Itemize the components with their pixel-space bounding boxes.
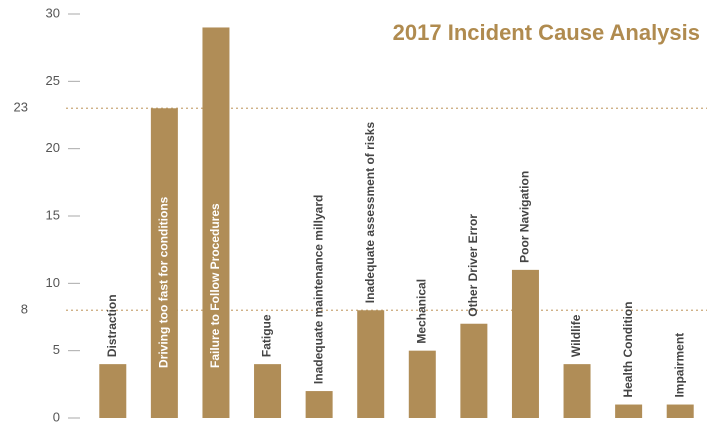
category-label: Impairment bbox=[672, 333, 686, 398]
bar bbox=[202, 27, 230, 418]
category-label: Wildlife bbox=[569, 314, 583, 357]
category-label: Inadequate assessment of risks bbox=[363, 122, 377, 304]
category-label: Mechanical bbox=[414, 279, 428, 344]
reference-label: 23 bbox=[14, 100, 28, 115]
bar bbox=[511, 269, 539, 418]
bar bbox=[666, 404, 694, 418]
category-label: Other Driver Error bbox=[466, 214, 480, 317]
category-label: Distraction bbox=[105, 294, 119, 357]
y-tick-label: 15 bbox=[46, 207, 60, 222]
y-tick-label: 10 bbox=[46, 275, 60, 290]
bar bbox=[99, 364, 127, 418]
bar bbox=[150, 108, 178, 419]
category-label: Fatigue bbox=[260, 314, 274, 357]
category-label: Driving too fast for conditions bbox=[157, 196, 171, 368]
y-tick-label: 25 bbox=[46, 73, 60, 88]
reference-label: 8 bbox=[21, 302, 28, 317]
category-label: Poor Navigation bbox=[518, 171, 532, 263]
bar bbox=[563, 364, 591, 418]
bar bbox=[615, 404, 643, 418]
category-label: Health Condition bbox=[621, 302, 635, 398]
bar bbox=[305, 391, 333, 418]
bar bbox=[357, 310, 385, 418]
bar bbox=[408, 350, 436, 418]
bar bbox=[460, 323, 488, 418]
chart-title: 2017 Incident Cause Analysis bbox=[393, 20, 700, 45]
y-tick-label: 0 bbox=[53, 409, 60, 424]
y-tick-label: 30 bbox=[46, 5, 60, 20]
category-label: Failure to Follow Procedures bbox=[208, 203, 222, 368]
category-label: Inadequate maintenance millyard bbox=[311, 195, 325, 384]
bar bbox=[254, 364, 282, 418]
y-tick-label: 5 bbox=[53, 342, 60, 357]
y-tick-label: 20 bbox=[46, 140, 60, 155]
